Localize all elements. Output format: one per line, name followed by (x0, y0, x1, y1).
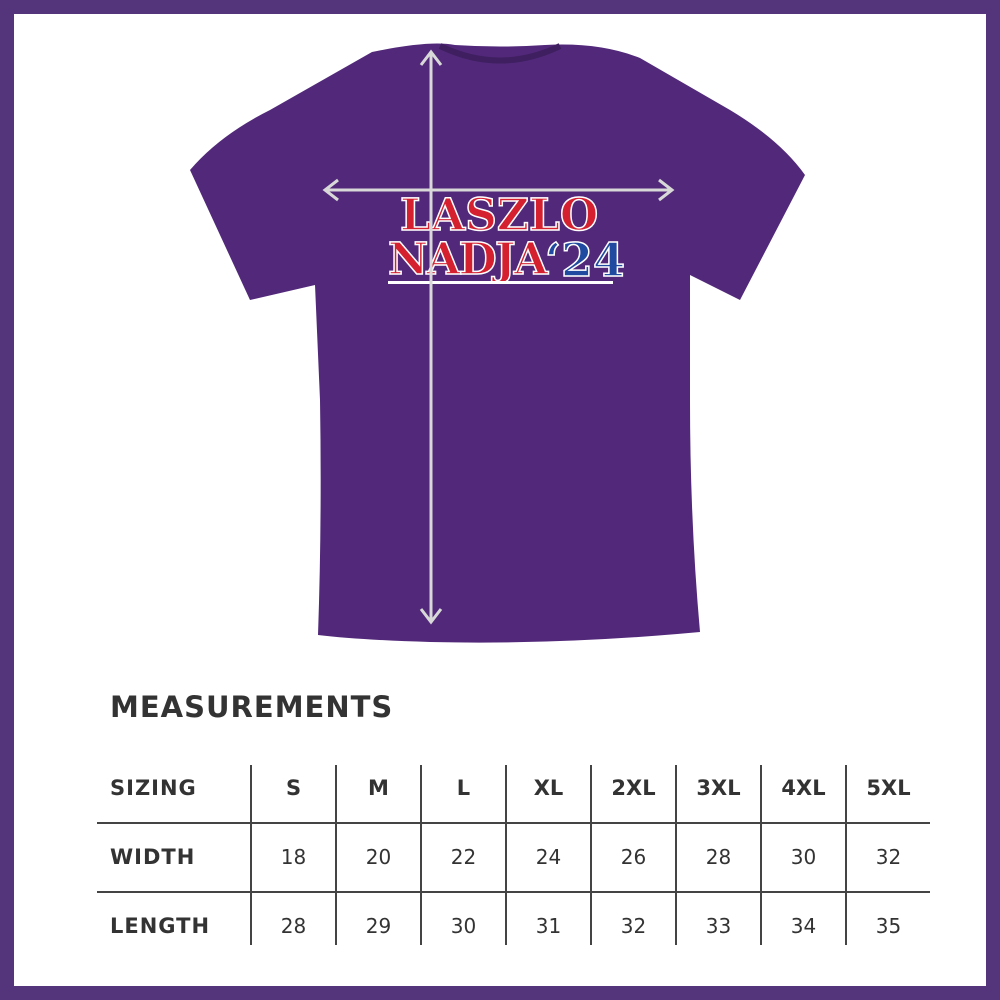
width-arrow (322, 178, 675, 202)
size-header: L (456, 776, 471, 800)
width-value: 24 (535, 845, 562, 869)
width-value: 30 (790, 845, 817, 869)
length-value: 32 (620, 914, 647, 938)
table-column-divider (675, 765, 677, 945)
table-column-divider (335, 765, 337, 945)
header-label: SIZING (110, 776, 197, 800)
width-value: 22 (450, 845, 477, 869)
width-value: 20 (365, 845, 392, 869)
length-value: 28 (280, 914, 307, 938)
table-divider (97, 891, 930, 893)
length-value: 33 (705, 914, 732, 938)
length-value: 31 (535, 914, 562, 938)
size-header: 2XL (611, 776, 656, 800)
row-label-width: WIDTH (110, 845, 196, 869)
size-header: M (368, 776, 389, 800)
graphic-line2: NADJA (388, 234, 549, 285)
table-column-divider (505, 765, 507, 945)
length-value: 35 (875, 914, 902, 938)
graphic-year: ‘24 (545, 233, 625, 287)
tshirt-image: LASZLO NADJA ‘24 (190, 43, 805, 643)
width-value: 32 (875, 845, 902, 869)
length-value: 29 (365, 914, 392, 938)
size-header: 5XL (866, 776, 911, 800)
length-value: 34 (790, 914, 817, 938)
length-value: 30 (450, 914, 477, 938)
table-column-divider (420, 765, 422, 945)
length-arrow (419, 49, 443, 625)
width-value: 18 (280, 845, 307, 869)
width-value: 26 (620, 845, 647, 869)
tshirt-body (190, 43, 805, 643)
table-divider (97, 822, 930, 824)
table-column-divider (590, 765, 592, 945)
size-header: XL (533, 776, 564, 800)
table-column-divider (845, 765, 847, 945)
table-column-divider (250, 765, 252, 945)
graphic-line1: LASZLO (400, 190, 598, 241)
row-label-length: LENGTH (110, 914, 211, 938)
measurements-title: MEASUREMENTS (110, 690, 394, 724)
size-header: 3XL (696, 776, 741, 800)
width-value: 28 (705, 845, 732, 869)
size-header: 4XL (781, 776, 826, 800)
table-column-divider (760, 765, 762, 945)
size-header: S (285, 776, 302, 800)
